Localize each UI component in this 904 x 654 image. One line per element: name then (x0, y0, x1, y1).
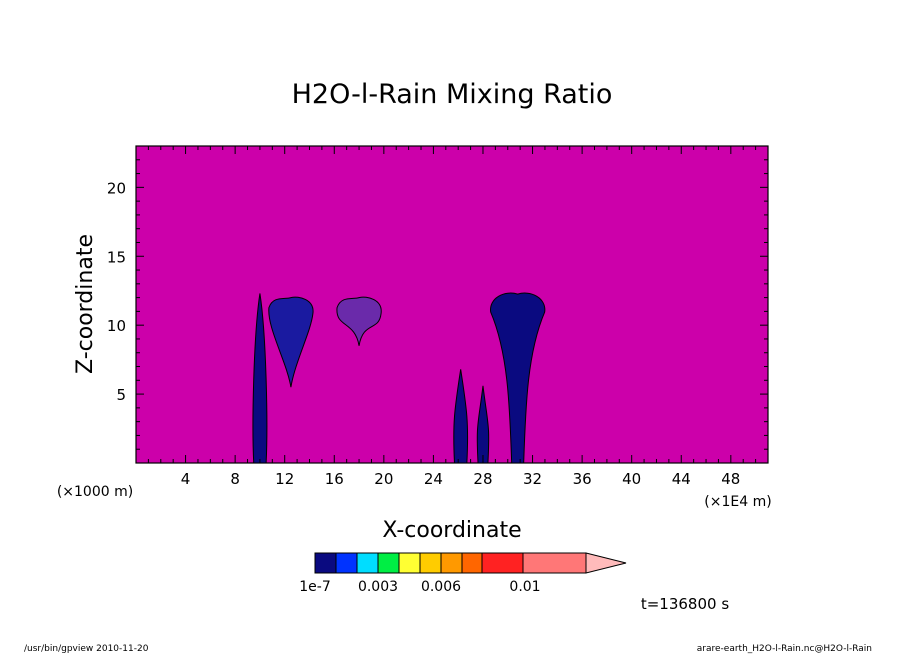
y-tick-label: 15 (107, 248, 126, 266)
x-tick-label: 28 (473, 470, 492, 488)
chart-title: H2O-l-Rain Mixing Ratio (292, 79, 613, 110)
rain-feature-1 (268, 296, 314, 388)
colorbar-labels: 1e-7 0.003 0.006 0.01 (299, 579, 540, 595)
colorbar-segment-4 (398, 552, 421, 574)
colorbar-label-3: 0.01 (509, 579, 540, 595)
footer-left: /usr/bin/gpview 2010-11-20 (24, 644, 149, 654)
colorbar-segment-8 (481, 552, 524, 574)
colorbar-extension (585, 552, 627, 574)
y-tick-label: 20 (107, 179, 126, 197)
rain-feature-4 (476, 385, 490, 464)
colorbar-segment-5 (419, 552, 442, 574)
colorbar-segment-3 (377, 552, 400, 574)
colorbar-segment-0 (314, 552, 337, 574)
x-tick-label: 16 (325, 470, 344, 488)
x-tick-label: 24 (424, 470, 443, 488)
colorbar-label-2: 0.006 (421, 579, 461, 595)
x-tick-label: 36 (573, 470, 592, 488)
footer-right: arare-earth_H2O-l-Rain.nc@H2O-l-Rain (697, 644, 872, 654)
colorbar-segment-7 (461, 552, 483, 574)
rain-feature-0 (252, 293, 268, 464)
y-axis-label: Z-coordinate (73, 234, 98, 374)
colorbar-segment-1 (335, 552, 358, 574)
y-tick-label: 10 (107, 317, 126, 335)
x-tick-label: 48 (721, 470, 740, 488)
x-tick-label: 20 (374, 470, 393, 488)
x-tick-label: 12 (275, 470, 294, 488)
x-unit-right: (×1E4 m) (704, 494, 771, 510)
colorbar-segment-6 (440, 552, 463, 574)
time-label: t=136800 s (641, 595, 729, 613)
x-unit-left: (×1000 m) (57, 484, 133, 500)
x-tick-label: 44 (672, 470, 691, 488)
rain-features (252, 292, 546, 464)
rain-feature-5 (490, 292, 546, 464)
x-tick-label: 40 (622, 470, 641, 488)
colorbar-label-0: 1e-7 (299, 579, 330, 595)
x-tick-label: 8 (230, 470, 240, 488)
x-tick-label: 4 (181, 470, 191, 488)
rain-feature-3 (453, 369, 469, 464)
colorbar-label-1: 0.003 (358, 579, 398, 595)
colorbar-segment-2 (356, 552, 379, 574)
x-tick-label: 32 (523, 470, 542, 488)
x-axis-label: X-coordinate (382, 518, 521, 543)
y-tick-label: 5 (116, 386, 126, 404)
colorbar (314, 552, 627, 574)
plot-background (135, 145, 769, 464)
colorbar-segment-9 (522, 552, 587, 574)
rain-feature-2 (336, 296, 382, 346)
